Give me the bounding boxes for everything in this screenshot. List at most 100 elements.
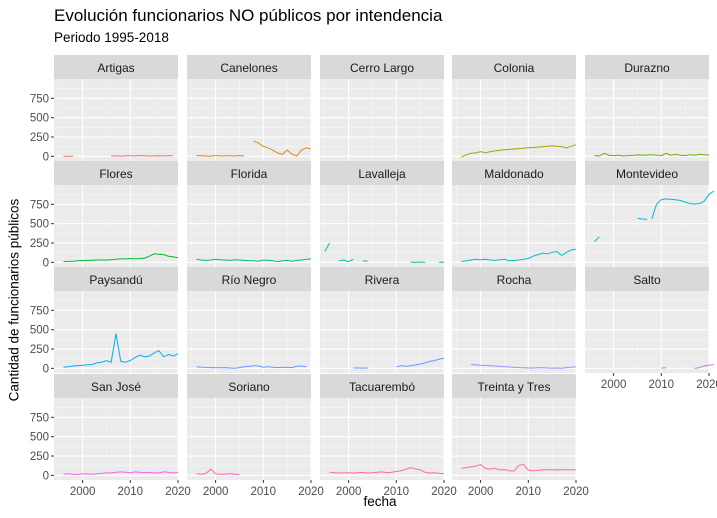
facet-label: Tacuarembó bbox=[349, 380, 415, 394]
y-axis-label: Cantidad de funcionarios públicos bbox=[6, 198, 22, 402]
facet-label: Paysandú bbox=[89, 273, 142, 287]
panel-background bbox=[320, 185, 444, 267]
series-line bbox=[63, 253, 179, 263]
facet-strip bbox=[187, 374, 311, 398]
facet-label: Cerro Largo bbox=[350, 61, 414, 75]
facet-strip bbox=[452, 267, 576, 291]
y-tick-label: 0 bbox=[43, 363, 49, 375]
facet-strip bbox=[452, 374, 576, 398]
chart-subtitle: Periodo 1995-2018 bbox=[54, 30, 169, 45]
panel-background bbox=[187, 185, 311, 267]
facet-strip bbox=[320, 374, 444, 398]
series-line bbox=[396, 357, 445, 368]
facet-label: Canelones bbox=[220, 61, 277, 75]
facet-label: Flores bbox=[99, 167, 132, 181]
facet-label: San José bbox=[91, 380, 141, 394]
panel-background bbox=[320, 79, 444, 161]
facet-label: Treinta y Tres bbox=[478, 380, 551, 394]
series-line bbox=[637, 217, 648, 220]
x-tick-label: 2010 bbox=[251, 486, 277, 498]
y-tick-label: 500 bbox=[30, 432, 49, 444]
y-tick-label: 750 bbox=[30, 305, 49, 317]
panel-background bbox=[54, 185, 178, 267]
panel-background bbox=[54, 398, 178, 480]
x-tick-label: 2020 bbox=[696, 379, 717, 391]
panel-background bbox=[54, 79, 178, 161]
series-line bbox=[329, 467, 445, 475]
y-tick-label: 500 bbox=[30, 113, 49, 125]
x-tick-label: 2000 bbox=[601, 379, 627, 391]
y-tick-label: 250 bbox=[30, 238, 49, 250]
x-tick-label: 2000 bbox=[70, 486, 96, 498]
facet-strip bbox=[320, 161, 444, 185]
facet-label: Artigas bbox=[97, 61, 134, 75]
facet-label: Rocha bbox=[497, 273, 532, 287]
facet-label: Durazno bbox=[624, 61, 670, 75]
facet-strip bbox=[54, 161, 178, 185]
x-tick-label: 2000 bbox=[203, 486, 229, 498]
y-tick-label: 250 bbox=[30, 451, 49, 463]
x-tick-label: 2010 bbox=[516, 486, 542, 498]
x-tick-label: 2010 bbox=[118, 486, 144, 498]
panel-background bbox=[452, 291, 576, 373]
panel-background bbox=[187, 79, 311, 161]
y-tick-label: 250 bbox=[30, 132, 49, 144]
facet-strip bbox=[585, 55, 709, 79]
series-line bbox=[339, 258, 354, 263]
panel-background bbox=[320, 398, 444, 480]
facet-label: Florida bbox=[231, 167, 268, 181]
series-line bbox=[694, 364, 714, 369]
series-line bbox=[196, 154, 245, 157]
y-tick-label: 750 bbox=[30, 199, 49, 211]
series-line bbox=[594, 152, 710, 157]
facet-label: Colonia bbox=[494, 61, 535, 75]
panel-background bbox=[452, 185, 576, 267]
series-line bbox=[461, 463, 577, 472]
facet-strip bbox=[585, 267, 709, 291]
facet-label: Salto bbox=[633, 273, 661, 287]
y-tick-label: 500 bbox=[30, 219, 49, 231]
x-tick-label: 2000 bbox=[336, 486, 362, 498]
y-tick-label: 500 bbox=[30, 325, 49, 337]
x-tick-label: 2020 bbox=[165, 486, 191, 498]
facet-label: Montevideo bbox=[616, 167, 678, 181]
facet-strip bbox=[187, 161, 311, 185]
x-tick-label: 2020 bbox=[298, 486, 324, 498]
series-line bbox=[324, 242, 330, 252]
facet-label: Rivera bbox=[365, 273, 400, 287]
panel-background bbox=[585, 79, 709, 161]
panel-background bbox=[585, 185, 709, 267]
series-line bbox=[196, 365, 307, 369]
panel-background bbox=[452, 398, 576, 480]
x-tick-label: 2020 bbox=[431, 486, 457, 498]
series-line bbox=[196, 258, 312, 263]
facet-label: Maldonado bbox=[484, 167, 544, 181]
panel-background bbox=[320, 291, 444, 373]
facet-strip bbox=[54, 374, 178, 398]
facet-strip bbox=[452, 55, 576, 79]
series-line bbox=[461, 144, 577, 158]
facet-strip bbox=[187, 267, 311, 291]
series-line bbox=[63, 333, 179, 368]
y-tick-label: 0 bbox=[43, 257, 49, 269]
x-tick-label: 2000 bbox=[468, 486, 494, 498]
series-line bbox=[594, 236, 600, 242]
panel-background bbox=[54, 291, 178, 373]
series-line bbox=[651, 190, 715, 220]
series-line bbox=[196, 468, 240, 476]
x-axis-label: fecha bbox=[363, 494, 397, 509]
y-tick-label: 0 bbox=[43, 151, 49, 163]
x-tick-label: 2010 bbox=[649, 379, 675, 391]
facet-strip bbox=[187, 55, 311, 79]
series-line bbox=[63, 471, 179, 476]
series-line bbox=[461, 248, 577, 263]
facet-strip bbox=[54, 55, 178, 79]
series-line bbox=[253, 140, 312, 157]
series-line bbox=[471, 364, 577, 369]
facet-strip bbox=[54, 267, 178, 291]
y-tick-label: 250 bbox=[30, 344, 49, 356]
y-tick-label: 750 bbox=[30, 93, 49, 105]
facet-strip bbox=[320, 55, 444, 79]
panel-background bbox=[585, 291, 709, 373]
panel-background bbox=[187, 398, 311, 480]
